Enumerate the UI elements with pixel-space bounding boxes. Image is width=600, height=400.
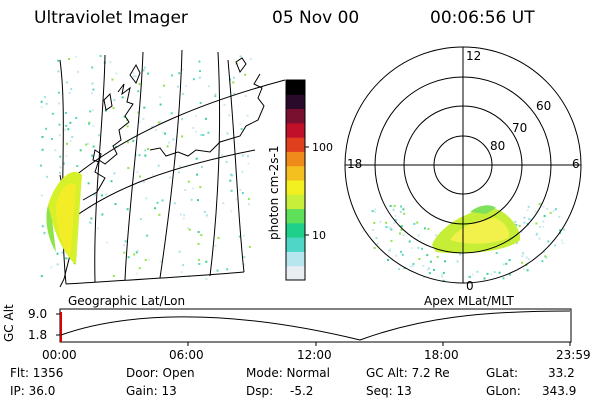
geographic-map [40, 49, 286, 288]
mlt-label-6: 6 [572, 157, 580, 171]
colorbar: 100 10 photon cm-2s-1 [267, 79, 333, 281]
gc-alt-value: GC Alt: 7.2 Re [366, 366, 450, 380]
glat-value: 33.2 [548, 366, 575, 380]
colorbar-band [286, 94, 305, 110]
door-status: Door: Open [126, 366, 195, 380]
alt-ylabel: GC Alt [2, 304, 16, 342]
colorbar-band [286, 180, 305, 195]
alt-ytick-9: 9.0 [28, 307, 48, 321]
instrument-title: Ultraviolet Imager [34, 8, 188, 28]
seq-value: Seq: 13 [366, 384, 412, 398]
mlt-label-0: 0 [466, 279, 474, 293]
altitude-plot [56, 308, 572, 346]
time-label: 00:06:56 UT [430, 8, 535, 28]
altitude-curve [60, 310, 571, 341]
polar-panel-label: Apex MLat/MLT [424, 294, 514, 308]
colorbar-tick-100: 100 [312, 141, 333, 154]
mlt-label-18: 18 [347, 157, 362, 171]
dsp-label: Dsp: [246, 384, 274, 398]
mode-value: Mode: Normal [246, 366, 330, 380]
dsp-value: -5.2 [290, 384, 314, 398]
colorbar-band [286, 80, 305, 95]
colorbar-band [286, 265, 305, 281]
colorbar-band [286, 165, 305, 181]
glat-label: GLat: [486, 366, 519, 380]
lat-label-70: 70 [512, 121, 527, 135]
ip-value: IP: 36.0 [10, 384, 56, 398]
alt-xtick-1800: 18:00 [424, 348, 459, 362]
colorbar-band [286, 151, 305, 167]
glon-label: GLon: [486, 384, 521, 398]
polar-aurora-core [450, 218, 510, 244]
colorbar-label: photon cm-2s-1 [267, 146, 281, 241]
gain-value: Gain: 13 [126, 384, 177, 398]
colorbar-gradient [286, 80, 305, 281]
colorbar-tick-10: 10 [312, 229, 326, 242]
geo-grid [57, 49, 286, 285]
colorbar-band [286, 208, 305, 224]
geo-aurora [46, 171, 82, 265]
lat-label-80: 80 [490, 139, 505, 153]
alt-xtick-0600: 06:00 [169, 348, 204, 362]
date-label: 05 Nov 00 [272, 8, 360, 28]
flt-value: Flt: 1356 [10, 366, 64, 380]
alt-xtick-0000: 00:00 [42, 348, 77, 362]
glon-value: 343.9 [542, 384, 577, 398]
alt-ytick-1-8: 1.8 [28, 328, 48, 342]
colorbar-band [286, 122, 305, 138]
colorbar-band [286, 237, 305, 252]
colorbar-band [286, 194, 305, 210]
coastline [59, 57, 265, 288]
polar-grid [344, 46, 582, 284]
lat-label-60: 60 [536, 99, 551, 113]
polar-plot: 12 18 6 0 60 70 80 [344, 46, 582, 293]
colorbar-band [286, 108, 305, 124]
mlt-label-12: 12 [466, 49, 481, 63]
colorbar-band [286, 251, 305, 267]
colorbar-band [286, 137, 305, 152]
colorbar-band [286, 222, 305, 238]
alt-xtick-1200: 12:00 [297, 348, 332, 362]
alt-xtick-2359: 23:59 [556, 348, 591, 362]
geo-panel-label: Geographic Lat/Lon [68, 294, 186, 308]
